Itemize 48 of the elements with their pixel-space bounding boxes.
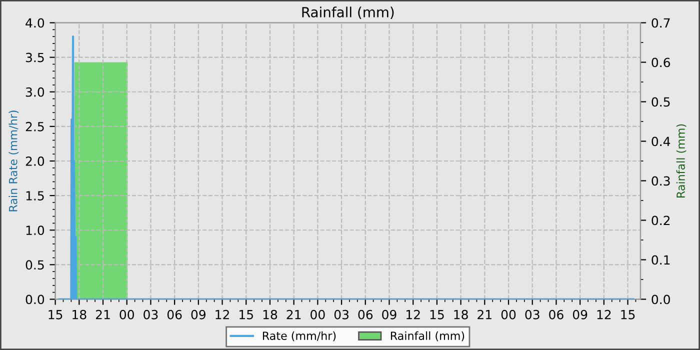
- y-tick-label: 2.0: [26, 156, 44, 166]
- y-tick-label: 3.5: [26, 52, 44, 62]
- x-tick-label: 00: [310, 310, 325, 320]
- x-tick-label: 09: [572, 310, 588, 320]
- x-tick-label: 15: [430, 310, 444, 320]
- line-series: [58, 36, 634, 300]
- x-tick-label: 12: [597, 310, 611, 320]
- x-tick-label: 21: [478, 310, 492, 320]
- x-tick-label: 21: [286, 310, 301, 320]
- x-tick-label: 06: [549, 310, 564, 320]
- y-tick-label: 4.0: [26, 18, 44, 28]
- y2-tick-label: 0.5: [652, 97, 670, 107]
- y-tick-label: 3.0: [26, 87, 44, 97]
- x-tick-label: 18: [72, 310, 86, 320]
- x-tick-label: 03: [144, 310, 158, 320]
- y2-tick-label: 0.3: [652, 176, 670, 186]
- y2-tick-label: 0.6: [652, 58, 670, 68]
- x-tick-label: 06: [358, 310, 373, 320]
- y2-tick-label: 0.0: [652, 294, 670, 304]
- y2-tick-label: 0.4: [652, 136, 670, 146]
- x-tick-label: 09: [382, 310, 396, 320]
- x-tick-label: 03: [525, 310, 540, 320]
- x-tick-label: 18: [263, 310, 278, 320]
- y2-axis-title: Rainfall (mm): [676, 124, 686, 198]
- x-tick-label: 06: [167, 310, 182, 320]
- y-tick-label: 1.5: [26, 191, 44, 200]
- x-tick-label: 15: [621, 310, 635, 320]
- y2-tick-label: 0.7: [652, 18, 670, 28]
- x-tick-label: 12: [216, 310, 229, 320]
- y-tick-label: 1.0: [26, 226, 44, 236]
- x-tick-label: 03: [334, 310, 348, 320]
- y2-tick-label: 0.2: [652, 216, 670, 226]
- x-tick-label: 09: [191, 310, 206, 320]
- legend-label: Rate (mm/hr): [262, 331, 336, 342]
- y-tick-label: 0.0: [26, 294, 44, 304]
- y-axis-title: Rain Rate (mm/hr): [8, 110, 19, 212]
- legend-label: Rainfall (mm): [390, 331, 464, 342]
- chart-title: Rainfall (mm): [302, 6, 394, 20]
- x-tick-label: 12: [406, 310, 420, 320]
- x-tick-label: 00: [120, 310, 134, 320]
- x-tick-label: 18: [454, 310, 468, 320]
- x-tick-label: 00: [501, 310, 516, 320]
- x-tick-label: 21: [96, 310, 110, 320]
- y-tick-label: 0.5: [26, 260, 44, 270]
- x-tick-label: 15: [48, 310, 62, 320]
- y-tick-label: 2.5: [26, 122, 44, 132]
- y2-tick-label: 0.1: [652, 255, 670, 265]
- x-tick-label: 15: [240, 310, 253, 320]
